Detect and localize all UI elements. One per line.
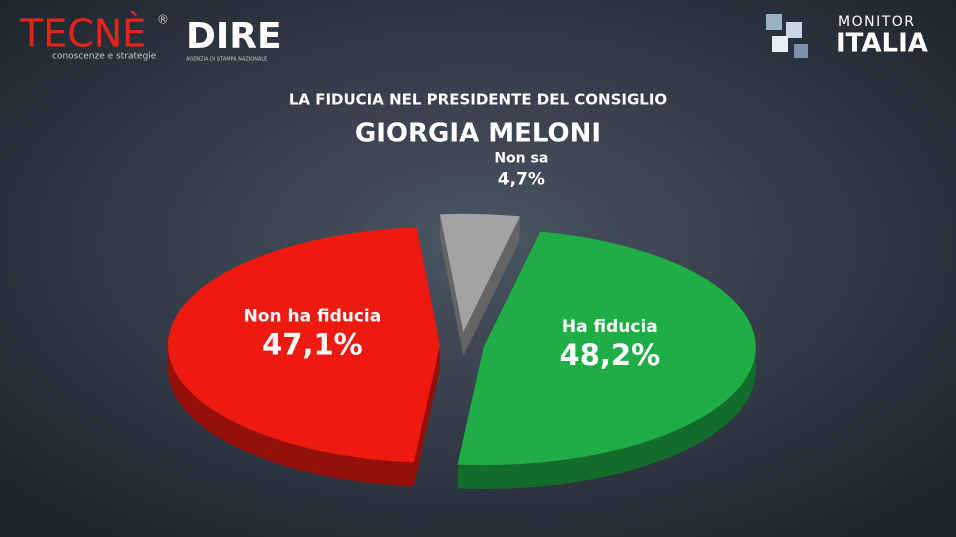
tecne-logo: TECNÈ <box>19 12 146 56</box>
dire-logo: DIRE <box>186 16 282 57</box>
dire-tagline: AGENZIA DI STAMPA NAZIONALE <box>186 57 267 63</box>
slice-category: Non sa <box>494 151 548 167</box>
slice-value: 48,2% <box>560 338 661 372</box>
italia-logo: ITALIA <box>836 29 928 59</box>
slice-category: Ha fiducia <box>562 317 658 337</box>
slice-value: 47,1% <box>262 328 363 362</box>
chart-title: LA FIDUCIA NEL PRESIDENTE DEL CONSIGLIO <box>289 91 667 109</box>
monitor-icon <box>766 14 808 58</box>
slice <box>168 227 441 463</box>
slice-value: 4,7% <box>498 170 545 190</box>
tecne-mark: ® <box>157 13 169 27</box>
slice <box>457 231 756 466</box>
tecne-tagline: conoscenze e strategie <box>52 52 157 62</box>
chart-subtitle: GIORGIA MELONI <box>355 119 601 149</box>
monitor-logo: MONITOR <box>838 14 916 30</box>
slice <box>440 213 520 332</box>
slice-category: Non ha fiducia <box>244 307 382 327</box>
